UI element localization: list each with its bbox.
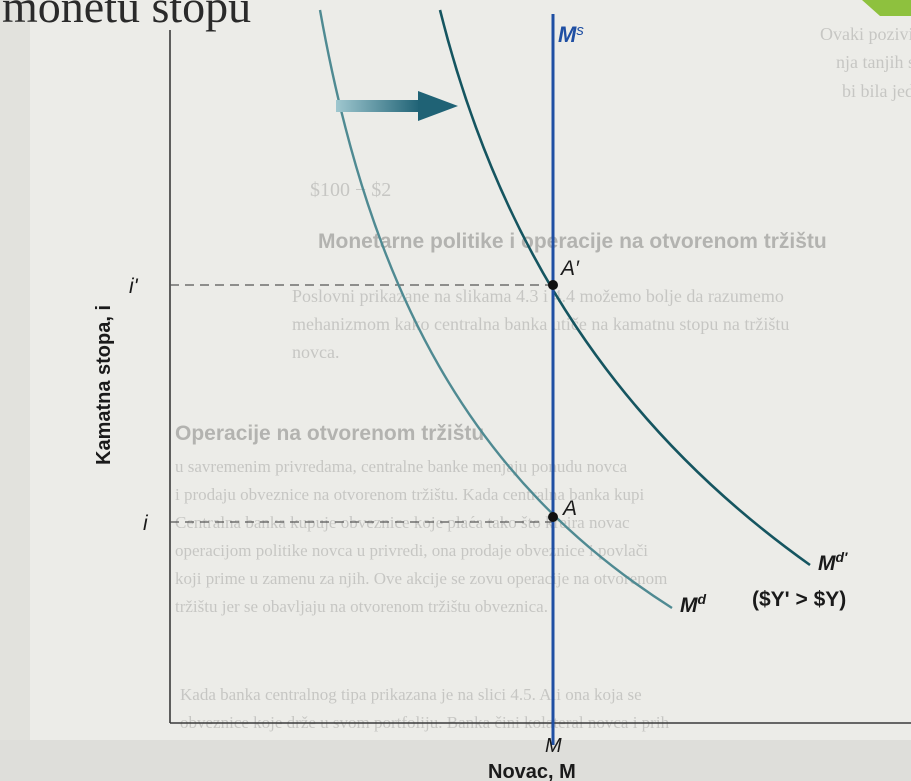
y-axis-label: Kamatna stopa, i bbox=[93, 305, 115, 465]
bg-heading-1: Monetarne politike i operacije na otvore… bbox=[318, 230, 827, 253]
bg-low-line-4: operacijom politike novca u privredi, on… bbox=[175, 541, 648, 560]
y-tick-i: i bbox=[143, 512, 149, 535]
background-text: Ovaki pozivitna poteze stope od vrane ta… bbox=[175, 24, 911, 732]
right-arrow-icon bbox=[336, 91, 458, 121]
cropped-heading: monetu stopu bbox=[2, 0, 251, 32]
y-tick-i-prime: i' bbox=[129, 275, 139, 298]
bg-low-line-2: i prodaju obveznice na otvorenom tržištu… bbox=[175, 485, 644, 504]
demand-curve-md-prime bbox=[438, 9, 811, 567]
demand-curve-md bbox=[318, 9, 673, 610]
page-left-shadow bbox=[0, 0, 30, 781]
bg-mid-line-2: mehanizmom kako centralna banka utiče na… bbox=[292, 314, 789, 334]
bg-heading-2: Operacije na otvorenom tržištu bbox=[175, 422, 484, 445]
bg-top-line-2: nja tanjih stope. Cinjenica kamatne stop… bbox=[836, 52, 911, 72]
bg-top-line-3: bi bila jednaka sada vecoj potraznje nov… bbox=[842, 81, 911, 101]
bg-low-line-1: u savremenim privredama, centralne banke… bbox=[175, 457, 628, 476]
x-axis-label: Novac, M bbox=[488, 761, 576, 781]
label-income-condition: ($Y' > $Y) bbox=[752, 588, 846, 611]
bg-mid-line-3: novca. bbox=[292, 342, 339, 362]
bg-bottom-line-1: Kada banka centralnog tipa prikazana je … bbox=[180, 685, 642, 704]
label-point-a: A bbox=[561, 497, 577, 520]
point-a bbox=[548, 512, 558, 522]
point-a-prime bbox=[548, 280, 558, 290]
bg-mid-line-1: Poslovni prikazane na slikama 4.3 i 4.4 … bbox=[292, 286, 784, 306]
bg-low-line-5: koji prime u zamenu za njih. Ove akcije … bbox=[175, 569, 667, 588]
bg-top-line-1: Ovaki pozivitna poteze stope od vrane ta… bbox=[820, 24, 911, 44]
x-tick-m: M bbox=[545, 735, 562, 757]
label-ms: Ms bbox=[558, 22, 584, 47]
bg-low-line-6: tržištu jer se obavljaju na otvorenom tr… bbox=[175, 597, 548, 616]
bg-equation: $100 − $2 bbox=[310, 179, 391, 201]
label-point-a-prime: A′ bbox=[559, 257, 580, 280]
page-bottom-shade bbox=[0, 740, 911, 781]
accent-tab bbox=[862, 0, 911, 16]
